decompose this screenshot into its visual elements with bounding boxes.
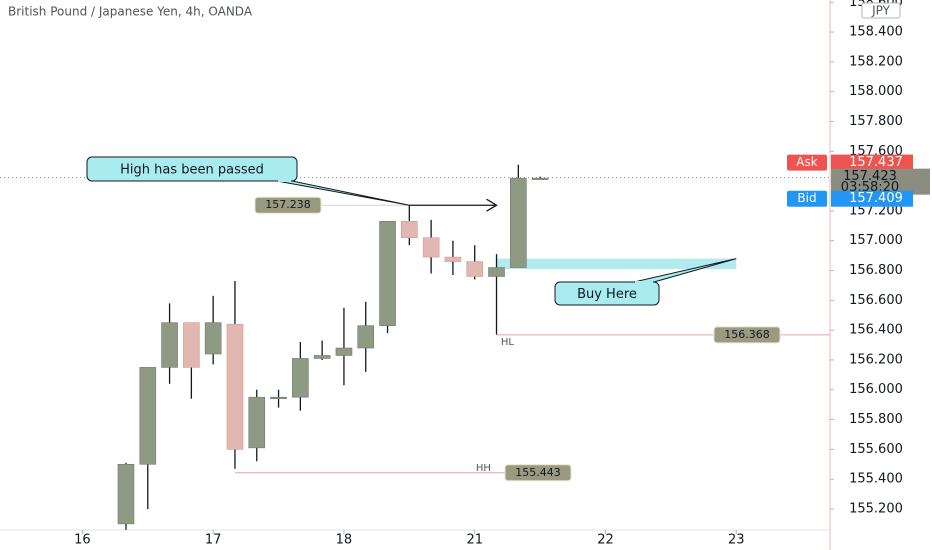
- candle-body: [531, 177, 549, 180]
- x-tick-label: 18: [336, 533, 353, 548]
- y-tick-label: 155.200: [849, 501, 903, 516]
- level-tag: HL: [501, 337, 515, 348]
- x-tick-label: 21: [466, 533, 483, 548]
- level-label: 156.368: [724, 328, 770, 341]
- level-tag: HH: [476, 463, 491, 474]
- candle-body: [226, 323, 244, 450]
- y-tick-label: 155.400: [849, 472, 903, 487]
- quote-value: 157.437: [849, 155, 903, 170]
- x-tick-label: 16: [74, 533, 91, 548]
- x-tick-label: 23: [728, 533, 745, 548]
- callout-box: [554, 281, 660, 306]
- y-tick-label: 156.000: [849, 382, 903, 397]
- candle-body: [248, 396, 266, 449]
- callout-box: [86, 156, 298, 182]
- level-label-box: [713, 326, 781, 344]
- quote-value-box: [831, 154, 913, 171]
- quote-tag-box: [787, 190, 827, 207]
- y-tick-label: 155.800: [849, 412, 903, 427]
- candle-body: [444, 256, 462, 262]
- buy-zone: [496, 258, 737, 270]
- y-tick-label: 157.800: [849, 114, 903, 129]
- candle-body: [139, 367, 157, 465]
- candle-body: [379, 221, 396, 326]
- y-tick-label: 158.200: [849, 54, 903, 69]
- candle-body: [183, 322, 200, 368]
- level-label-box: [504, 464, 572, 482]
- candle-body: [161, 322, 178, 368]
- x-tick-label: 17: [205, 533, 222, 548]
- y-tick-label: 156.800: [849, 263, 903, 278]
- currency-label: JPY: [871, 4, 891, 18]
- y-tick-label: 155.600: [849, 442, 903, 457]
- y-tick-label: 157.000: [849, 233, 903, 248]
- candle-body: [466, 261, 484, 277]
- candle-body: [117, 463, 135, 525]
- quote-tag: Ask: [796, 155, 817, 169]
- last-price-box: [831, 168, 930, 195]
- y-tick-label: 158.000: [849, 84, 903, 99]
- callout-text: High has been passed: [120, 163, 264, 178]
- level-label: 155.443: [515, 466, 561, 479]
- last-price: 157.423: [843, 169, 897, 184]
- quote-tag-box: [787, 154, 827, 171]
- y-tick-label: 157.200: [849, 203, 903, 218]
- candle-body: [292, 358, 309, 398]
- currency-badge: [861, 2, 901, 19]
- arrow-head: [486, 198, 498, 212]
- chart-title: British Pound / Japanese Yen, 4h, OANDA: [8, 5, 253, 19]
- y-tick-label: 156.400: [849, 323, 903, 338]
- candle-body: [270, 396, 287, 400]
- candle-body: [488, 267, 505, 277]
- level-label: 157.238: [265, 198, 311, 211]
- quote-tag: Bid: [797, 191, 816, 205]
- y-tick-label: 156.200: [849, 352, 903, 367]
- quote-value-box: [831, 190, 913, 207]
- quote-value: 157.409: [849, 191, 903, 206]
- candle-body: [422, 237, 440, 258]
- candle-body: [401, 221, 418, 239]
- y-tick-label: 158.400: [849, 25, 903, 40]
- candle-body: [357, 325, 375, 349]
- level-label-box: [254, 196, 322, 214]
- x-tick-label: 22: [597, 533, 614, 548]
- candle-body: [335, 347, 353, 356]
- candle-body: [313, 355, 331, 359]
- callout-text: Buy Here: [577, 287, 637, 302]
- candle-body: [204, 322, 222, 355]
- y-tick-label: 156.600: [849, 293, 903, 308]
- candle-body: [510, 177, 527, 268]
